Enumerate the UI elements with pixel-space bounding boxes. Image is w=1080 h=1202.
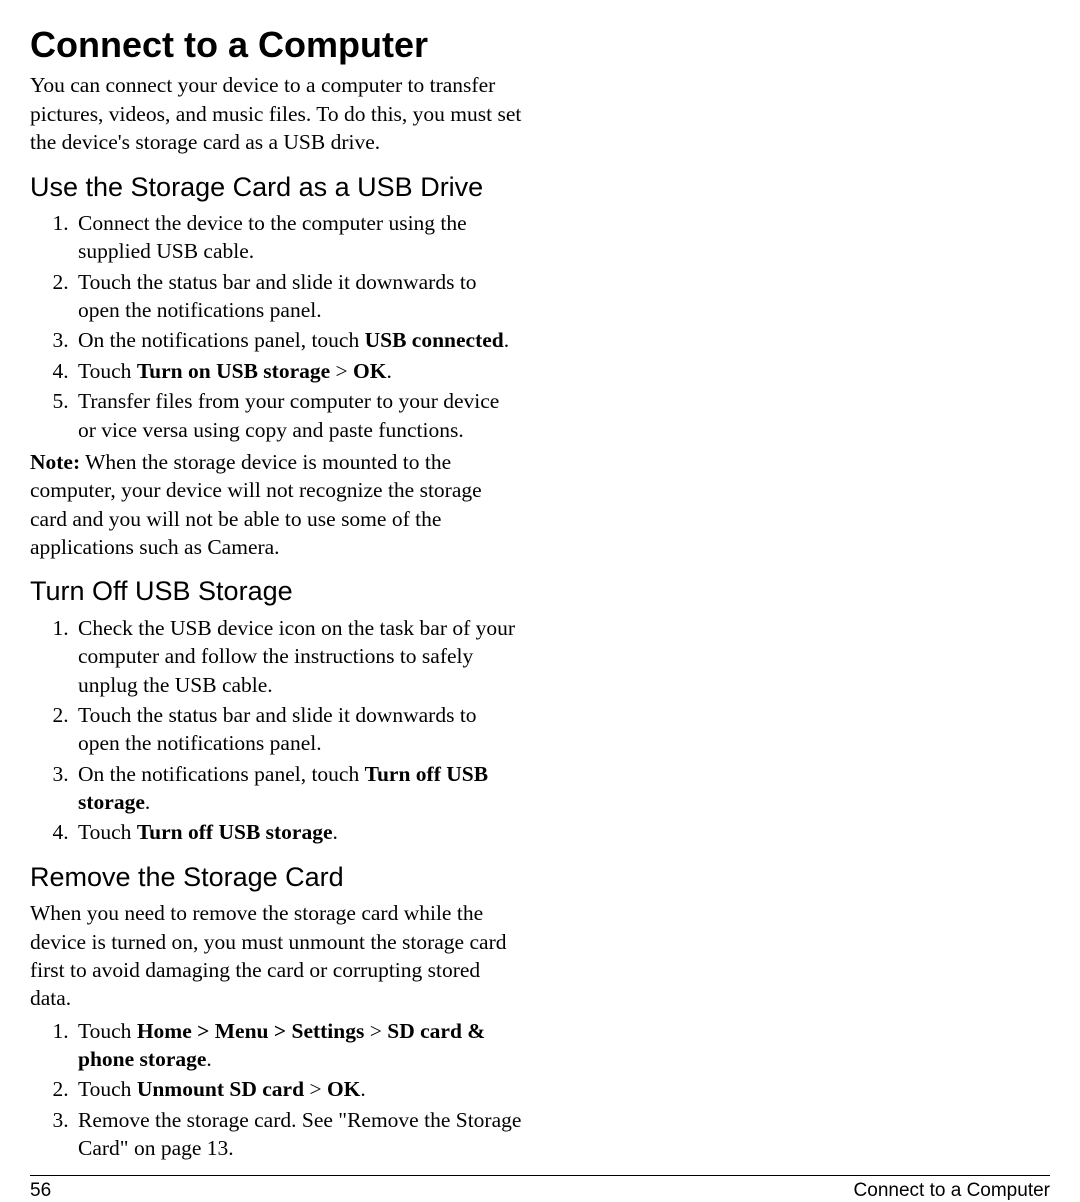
list-item: On the notifications panel, touch USB co… bbox=[74, 326, 522, 354]
page-footer: 56 Connect to a Computer bbox=[30, 1175, 1050, 1202]
list-item: Remove the storage card. See "Remove the… bbox=[74, 1106, 522, 1163]
bold-text: Unmount SD card bbox=[137, 1077, 304, 1101]
section-heading-turn-off: Turn Off USB Storage bbox=[30, 575, 522, 607]
note-label: Note: bbox=[30, 450, 80, 474]
list-item: Touch the status bar and slide it downwa… bbox=[74, 268, 522, 325]
section-heading-remove-card: Remove the Storage Card bbox=[30, 861, 522, 893]
remove-intro: When you need to remove the storage card… bbox=[30, 899, 522, 1013]
text: On the notifications panel, touch bbox=[78, 328, 365, 352]
list-item: Touch the status bar and slide it downwa… bbox=[74, 701, 522, 758]
text: > bbox=[304, 1077, 327, 1101]
text: Touch bbox=[78, 1019, 137, 1043]
text: . bbox=[387, 359, 392, 383]
page-title: Connect to a Computer bbox=[30, 24, 522, 65]
bold-text: Home > Menu > Settings bbox=[137, 1019, 365, 1043]
text: > bbox=[330, 359, 353, 383]
bold-text: OK bbox=[353, 359, 386, 383]
bold-text: Turn on USB storage bbox=[137, 359, 330, 383]
list-item: Check the USB device icon on the task ba… bbox=[74, 614, 522, 699]
note-paragraph: Note: When the storage device is mounted… bbox=[30, 448, 522, 562]
intro-paragraph: You can connect your device to a compute… bbox=[30, 71, 522, 156]
text: . bbox=[333, 820, 338, 844]
list-item: Transfer files from your computer to you… bbox=[74, 387, 522, 444]
remove-steps: Touch Home > Menu > Settings > SD card &… bbox=[30, 1017, 522, 1163]
list-item: Connect the device to the computer using… bbox=[74, 209, 522, 266]
text: . bbox=[206, 1047, 211, 1071]
text: Touch bbox=[78, 359, 137, 383]
footer-section-title: Connect to a Computer bbox=[854, 1180, 1050, 1202]
text: . bbox=[504, 328, 509, 352]
note-text: When the storage device is mounted to th… bbox=[30, 450, 482, 559]
text: Touch bbox=[78, 1077, 137, 1101]
turn-off-steps: Check the USB device icon on the task ba… bbox=[30, 614, 522, 847]
text: Touch bbox=[78, 820, 137, 844]
bold-text: OK bbox=[327, 1077, 360, 1101]
list-item: Touch Home > Menu > Settings > SD card &… bbox=[74, 1017, 522, 1074]
list-item: Touch Turn on USB storage > OK. bbox=[74, 357, 522, 385]
page-body: Connect to a Computer You can connect yo… bbox=[30, 24, 1050, 1167]
text: . bbox=[145, 790, 150, 814]
list-item: On the notifications panel, touch Turn o… bbox=[74, 760, 522, 817]
text: > bbox=[364, 1019, 387, 1043]
usb-drive-steps: Connect the device to the computer using… bbox=[30, 209, 522, 444]
bold-text: USB connected bbox=[365, 328, 504, 352]
list-item: Touch Turn off USB storage. bbox=[74, 818, 522, 846]
text: . bbox=[360, 1077, 365, 1101]
section-heading-usb-drive: Use the Storage Card as a USB Drive bbox=[30, 171, 522, 203]
bold-text: Turn off USB storage bbox=[137, 820, 333, 844]
page-number: 56 bbox=[30, 1180, 51, 1202]
text: On the notifications panel, touch bbox=[78, 762, 365, 786]
